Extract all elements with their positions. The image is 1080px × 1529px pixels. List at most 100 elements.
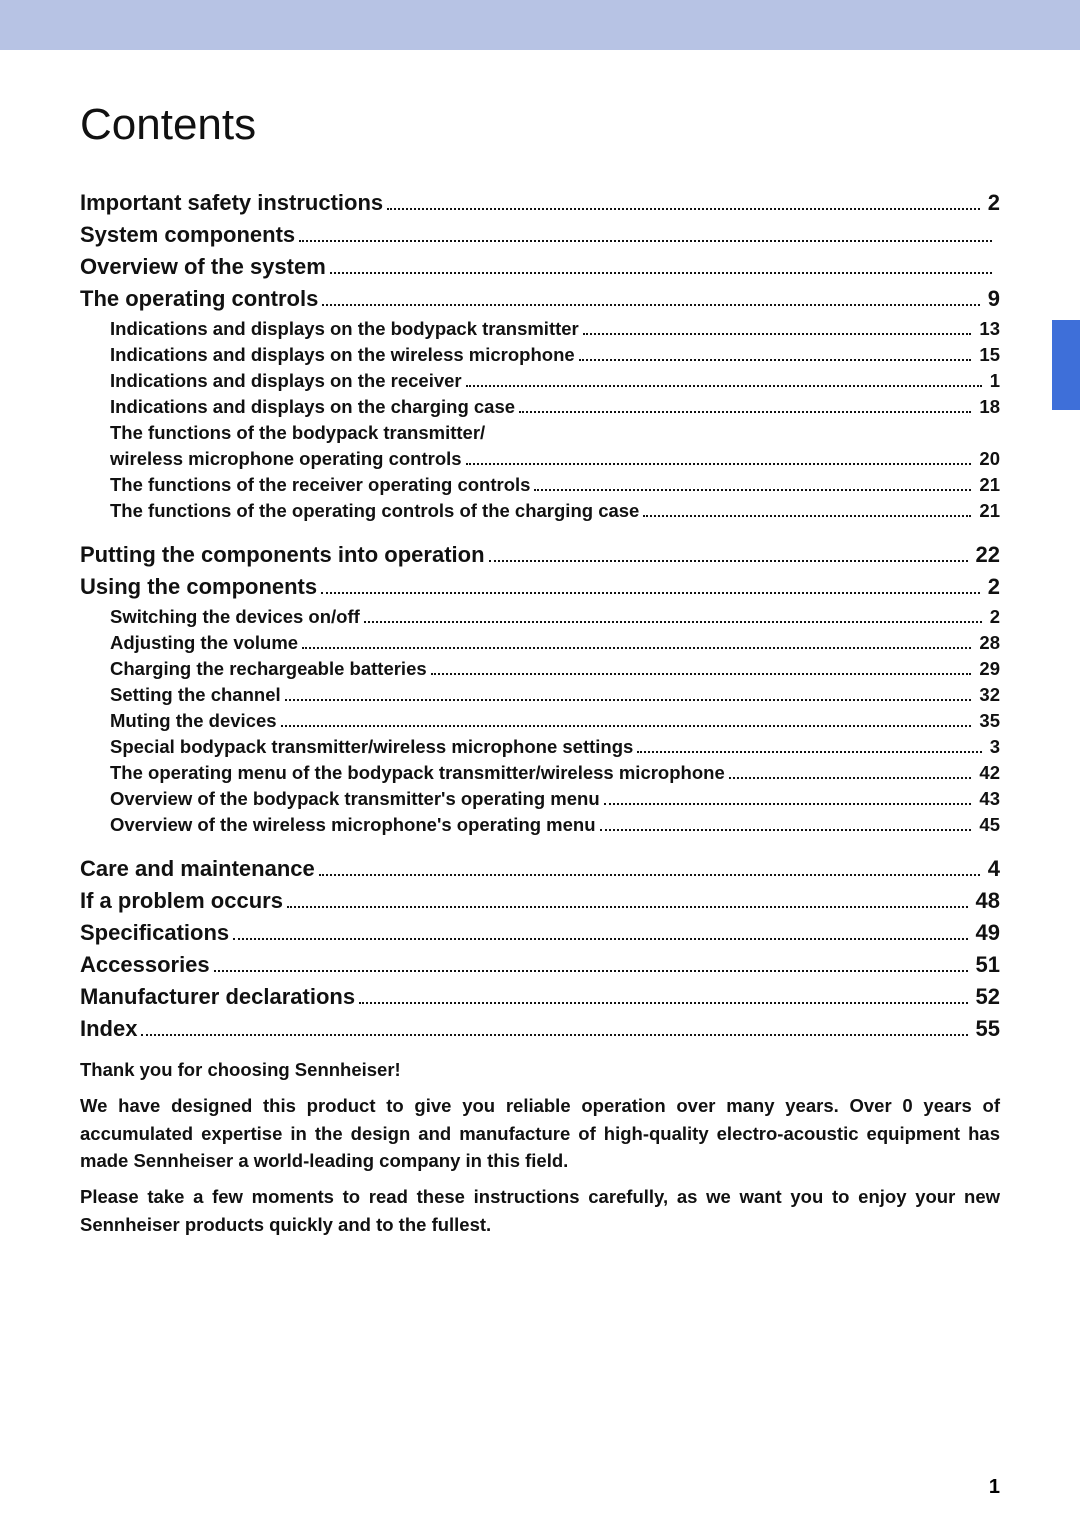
toc-label: Overview of the bodypack transmitter's o… (110, 788, 600, 810)
toc-label: If a problem occurs (80, 888, 283, 914)
toc-entry[interactable]: Overview of the bodypack transmitter's o… (80, 788, 1000, 810)
toc-page: 22 (972, 542, 1000, 568)
toc-entry[interactable]: Putting the components into operation 22 (80, 542, 1000, 568)
side-tab (1052, 320, 1080, 410)
toc-entry[interactable]: The operating controls 9 (80, 286, 1000, 312)
toc-entry[interactable]: The functions of the receiver operating … (80, 474, 1000, 496)
toc-dots (321, 592, 980, 594)
toc-page: 51 (972, 952, 1000, 978)
toc-dots (729, 777, 972, 779)
toc-label: Specifications (80, 920, 229, 946)
toc-entry[interactable]: Charging the rechargeable batteries 29 (80, 658, 1000, 680)
toc-entry[interactable]: Overview of the wireless microphone's op… (80, 814, 1000, 836)
page-number: 1 (989, 1476, 1000, 1499)
toc-page: 4 (984, 856, 1000, 882)
toc-page: 2 (986, 606, 1000, 628)
toc-dots (534, 489, 971, 491)
toc-dots (466, 463, 972, 465)
toc-page: 2 (984, 574, 1000, 600)
toc-label: Important safety instructions (80, 190, 383, 216)
toc-page: 21 (975, 500, 1000, 522)
toc-entry[interactable]: Special bodypack transmitter/wireless mi… (80, 736, 1000, 758)
toc-page: 42 (975, 762, 1000, 784)
toc-entry[interactable]: The functions of the operating controls … (80, 500, 1000, 522)
toc-label: Overview of the wireless microphone's op… (110, 814, 596, 836)
toc-entry[interactable]: If a problem occurs 48 (80, 888, 1000, 914)
toc-entry[interactable]: Specifications 49 (80, 920, 1000, 946)
toc-entry[interactable]: Overview of the system (80, 254, 1000, 280)
toc-entry[interactable]: The operating menu of the bodypack trans… (80, 762, 1000, 784)
toc-entry[interactable]: Using the components 2 (80, 574, 1000, 600)
toc-page: 3 (986, 736, 1000, 758)
closing-text: Thank you for choosing Sennheiser! We ha… (80, 1056, 1000, 1239)
toc-label: Manufacturer declarations (80, 984, 355, 1010)
page-title: Contents (80, 100, 1000, 150)
toc-label: Adjusting the volume (110, 632, 298, 654)
toc-label: System components (80, 222, 295, 248)
toc-label: Setting the channel (110, 684, 281, 706)
toc-entry[interactable]: Adjusting the volume 28 (80, 632, 1000, 654)
toc-label: Using the components (80, 574, 317, 600)
closing-para-2: Please take a few moments to read these … (80, 1183, 1000, 1239)
toc-entry[interactable]: Indications and displays on the bodypack… (80, 318, 1000, 340)
toc-dots (583, 333, 972, 335)
toc-label: Special bodypack transmitter/wireless mi… (110, 736, 633, 758)
toc-dots (233, 938, 967, 940)
toc-label: The operating menu of the bodypack trans… (110, 762, 725, 784)
toc-dots (319, 874, 980, 876)
toc-page: 18 (975, 396, 1000, 418)
toc-dots (330, 272, 992, 274)
toc-label: Index (80, 1016, 137, 1042)
toc-entry[interactable]: Accessories 51 (80, 952, 1000, 978)
toc-label: Overview of the system (80, 254, 326, 280)
toc-dots (637, 751, 981, 753)
toc-entry[interactable]: Setting the channel 32 (80, 684, 1000, 706)
toc-entry[interactable]: Indications and displays on the wireless… (80, 344, 1000, 366)
toc-label: Muting the devices (110, 710, 277, 732)
toc-entry[interactable]: Important safety instructions 2 (80, 190, 1000, 216)
toc-dots (359, 1002, 967, 1004)
toc-page: 1 (986, 370, 1000, 392)
toc-label: wireless microphone operating controls (110, 448, 462, 470)
toc-label: Switching the devices on/off (110, 606, 360, 628)
toc-entry[interactable]: Index 55 (80, 1016, 1000, 1042)
toc-entry[interactable]: The functions of the bodypack transmitte… (80, 422, 1000, 444)
page-content: Contents Important safety instructions 2… (0, 50, 1080, 1287)
toc-dots (214, 970, 968, 972)
toc-dots (299, 240, 992, 242)
toc-dots (643, 515, 971, 517)
toc-entry[interactable]: wireless microphone operating controls 2… (80, 448, 1000, 470)
toc-dots (287, 906, 968, 908)
toc-page: 9 (984, 286, 1000, 312)
toc-entry[interactable]: Care and maintenance 4 (80, 856, 1000, 882)
toc-label: Putting the components into operation (80, 542, 485, 568)
header-bar (0, 0, 1080, 50)
toc-dots (489, 560, 968, 562)
toc-dots (604, 803, 972, 805)
toc-entry[interactable]: Indications and displays on the charging… (80, 396, 1000, 418)
toc-label: Indications and displays on the wireless… (110, 344, 575, 366)
table-of-contents: Important safety instructions 2 System co… (80, 190, 1000, 1042)
toc-label: The functions of the bodypack transmitte… (110, 422, 485, 444)
toc-dots (579, 359, 972, 361)
toc-entry[interactable]: Muting the devices 35 (80, 710, 1000, 732)
toc-dots (364, 621, 982, 623)
toc-dots (281, 725, 972, 727)
toc-page: 20 (975, 448, 1000, 470)
toc-dots (431, 673, 972, 675)
toc-page: 48 (972, 888, 1000, 914)
toc-page: 49 (972, 920, 1000, 946)
toc-dots (302, 647, 971, 649)
toc-label: Care and maintenance (80, 856, 315, 882)
toc-dots (285, 699, 972, 701)
toc-entry[interactable]: Manufacturer declarations 52 (80, 984, 1000, 1010)
toc-entry[interactable]: Switching the devices on/off 2 (80, 606, 1000, 628)
toc-entry[interactable]: System components (80, 222, 1000, 248)
toc-page: 2 (984, 190, 1000, 216)
toc-label: The operating controls (80, 286, 318, 312)
toc-entry[interactable]: Indications and displays on the receiver… (80, 370, 1000, 392)
toc-label: The functions of the receiver operating … (110, 474, 530, 496)
toc-page: 55 (972, 1016, 1000, 1042)
toc-page: 52 (972, 984, 1000, 1010)
toc-page: 21 (975, 474, 1000, 496)
